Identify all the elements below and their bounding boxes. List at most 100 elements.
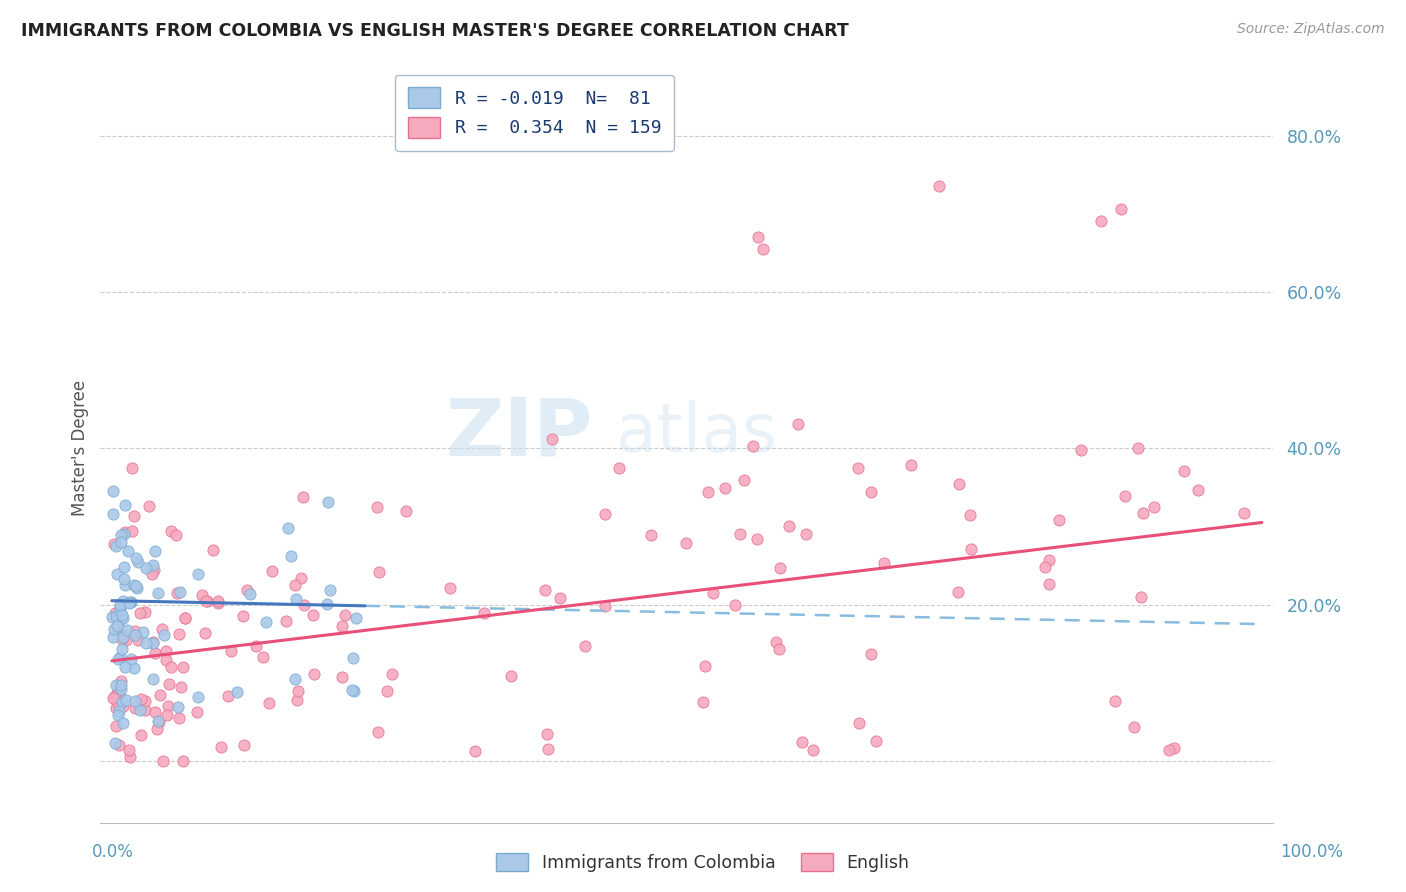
Point xyxy=(157,677,180,691)
Point xyxy=(120,595,142,609)
Point xyxy=(256,615,278,629)
Legend: Immigrants from Colombia, English: Immigrants from Colombia, English xyxy=(489,847,917,879)
Point xyxy=(280,549,302,563)
Point xyxy=(114,693,136,707)
Point xyxy=(959,508,981,522)
Point xyxy=(765,635,787,649)
Point xyxy=(801,742,824,756)
Point xyxy=(344,611,367,625)
Point xyxy=(787,417,810,431)
Point xyxy=(149,688,172,702)
Y-axis label: Master's Degree: Master's Degree xyxy=(72,380,89,516)
Point xyxy=(110,528,132,542)
Point xyxy=(169,710,191,724)
Point xyxy=(287,684,309,698)
Point xyxy=(118,596,141,610)
Point xyxy=(110,674,132,689)
Point xyxy=(110,678,132,692)
Point xyxy=(112,716,135,731)
Point xyxy=(292,490,315,504)
Point xyxy=(122,661,145,675)
Point xyxy=(252,650,274,665)
Point xyxy=(127,581,149,595)
Point xyxy=(724,598,747,612)
Point xyxy=(160,660,183,674)
Point xyxy=(142,673,165,687)
Point xyxy=(187,690,209,704)
Point xyxy=(277,521,299,535)
Point xyxy=(794,527,817,541)
Point xyxy=(274,614,297,628)
Point xyxy=(1173,464,1195,478)
Point xyxy=(165,528,187,542)
Point xyxy=(129,607,152,621)
Point xyxy=(167,627,190,641)
Point xyxy=(284,578,307,592)
Point xyxy=(292,598,315,612)
Point xyxy=(1035,560,1057,574)
Point xyxy=(747,230,769,244)
Point xyxy=(1132,506,1154,520)
Point xyxy=(207,596,229,610)
Point xyxy=(593,507,616,521)
Point xyxy=(394,504,416,518)
Point xyxy=(367,566,389,580)
Point xyxy=(173,611,195,625)
Point xyxy=(134,703,156,717)
Point xyxy=(111,608,134,623)
Point xyxy=(284,672,307,686)
Point xyxy=(131,728,153,742)
Point xyxy=(105,686,128,700)
Point xyxy=(155,643,177,657)
Point xyxy=(120,594,142,608)
Text: 0.0%: 0.0% xyxy=(91,843,134,861)
Point xyxy=(112,593,135,607)
Point xyxy=(319,582,342,597)
Point xyxy=(121,524,143,539)
Point xyxy=(134,694,156,708)
Point xyxy=(105,567,128,582)
Point xyxy=(107,619,129,633)
Point xyxy=(105,695,128,709)
Point xyxy=(1128,441,1150,455)
Point xyxy=(873,556,896,570)
Point xyxy=(111,628,134,642)
Point xyxy=(129,692,152,706)
Point xyxy=(367,725,389,739)
Point xyxy=(778,519,800,533)
Point xyxy=(1129,590,1152,604)
Point xyxy=(114,659,136,673)
Point xyxy=(118,743,141,757)
Point xyxy=(103,537,125,551)
Point xyxy=(169,585,191,599)
Point xyxy=(112,559,135,574)
Text: IMMIGRANTS FROM COLOMBIA VS ENGLISH MASTER'S DEGREE CORRELATION CHART: IMMIGRANTS FROM COLOMBIA VS ENGLISH MAST… xyxy=(21,22,849,40)
Point xyxy=(111,695,134,709)
Point xyxy=(111,611,134,625)
Point xyxy=(108,738,131,752)
Point xyxy=(101,610,124,624)
Point xyxy=(112,527,135,541)
Point xyxy=(132,624,155,639)
Point xyxy=(340,682,363,697)
Point xyxy=(124,694,146,708)
Point xyxy=(381,666,404,681)
Point xyxy=(173,611,195,625)
Point xyxy=(201,542,224,557)
Point xyxy=(194,626,217,640)
Legend: R = -0.019  N=  81, R =  0.354  N = 159: R = -0.019 N= 81, R = 0.354 N = 159 xyxy=(395,75,673,151)
Point xyxy=(236,583,259,598)
Text: 100.0%: 100.0% xyxy=(1279,843,1343,861)
Point xyxy=(550,591,572,605)
Point xyxy=(1187,483,1209,497)
Point xyxy=(752,242,775,256)
Point xyxy=(768,642,790,657)
Text: Source: ZipAtlas.com: Source: ZipAtlas.com xyxy=(1237,22,1385,37)
Point xyxy=(742,439,765,453)
Point xyxy=(117,543,139,558)
Point xyxy=(118,749,141,764)
Point xyxy=(1123,720,1146,734)
Point xyxy=(111,698,134,713)
Point xyxy=(172,754,194,768)
Point xyxy=(733,473,755,487)
